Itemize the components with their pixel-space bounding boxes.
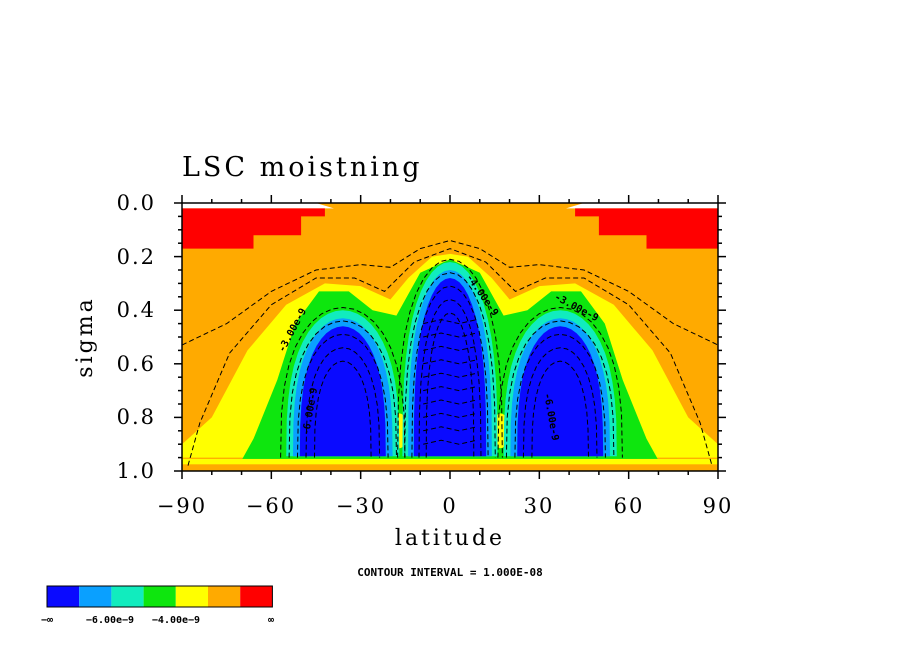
contour-line xyxy=(280,306,406,458)
y-tick-label: 0.0 xyxy=(117,191,156,215)
contour-line xyxy=(423,345,477,351)
colorbar-label: ∞ xyxy=(268,615,274,626)
contour-line xyxy=(423,439,477,445)
x-tick-label: 0 xyxy=(442,494,457,518)
contour-line xyxy=(423,399,477,405)
colorbar-frame xyxy=(46,585,273,608)
colorbar-label: −4.00e−9 xyxy=(152,615,200,626)
colorbar-swatch xyxy=(240,586,273,607)
contour-line xyxy=(514,333,606,458)
x-tick-label: 90 xyxy=(703,494,734,518)
contour-line xyxy=(187,248,713,466)
contour-line xyxy=(531,360,589,458)
red-region xyxy=(575,208,718,249)
y-tick-label: 0.2 xyxy=(117,245,156,269)
contour-line xyxy=(404,272,496,458)
contour-line xyxy=(411,285,489,458)
contour-line xyxy=(305,347,381,458)
y-axis-label: sigma xyxy=(73,296,98,377)
contour-line xyxy=(522,347,598,458)
chart-title: LSC moistning xyxy=(182,152,423,183)
white-notch xyxy=(566,203,718,209)
x-tick-label: 60 xyxy=(614,494,645,518)
contour-line xyxy=(425,312,475,458)
x-tick-label: −90 xyxy=(157,494,207,518)
y-tick-label: 0.6 xyxy=(117,352,156,376)
axis-ticks xyxy=(174,195,726,479)
contour-line xyxy=(182,239,718,346)
x-tick-label: 30 xyxy=(524,494,555,518)
colorbar-label: −6.00e−9 xyxy=(86,615,134,626)
surface-band xyxy=(182,464,718,471)
white-notch xyxy=(182,203,334,209)
colorbar-swatch xyxy=(79,586,112,607)
colorbar-swatch xyxy=(47,586,80,607)
contour-interval-note: CONTOUR INTERVAL = 1.000E-08 xyxy=(357,566,542,579)
x-tick-label: −60 xyxy=(246,494,296,518)
contour-line xyxy=(423,359,477,365)
y-tick-label: 0.4 xyxy=(117,298,156,322)
contour-line xyxy=(423,319,477,325)
contour-line xyxy=(297,333,389,458)
plot-area: -3.00e-9 -3.00e-9-4.00e-9-6.00e-9 -6.00e-9 xyxy=(182,203,718,471)
red-region xyxy=(182,208,325,249)
contour-line xyxy=(423,412,477,418)
y-tick-label: 1.0 xyxy=(117,459,156,483)
x-tick-label: −30 xyxy=(336,494,386,518)
colorbar-swatch xyxy=(208,586,241,607)
contour-line xyxy=(505,320,615,458)
contour-line xyxy=(423,386,477,392)
contour-line xyxy=(314,360,372,458)
colorbar-swatch xyxy=(111,586,144,607)
contour-line xyxy=(497,306,623,458)
colorbar-label: −∞ xyxy=(41,615,53,626)
contour-line xyxy=(423,372,477,378)
contour-line xyxy=(423,426,477,432)
contour-line xyxy=(288,320,397,458)
colorbar xyxy=(46,585,273,608)
contour-line xyxy=(397,258,503,458)
contour-line xyxy=(418,298,482,458)
x-axis-label: latitude xyxy=(395,526,505,551)
contour-line xyxy=(423,332,477,338)
colorbar-swatch xyxy=(175,586,208,607)
core-region xyxy=(299,326,386,457)
colorbar-swatch xyxy=(143,586,176,607)
y-tick-label: 0.8 xyxy=(117,405,156,429)
core-region xyxy=(517,326,604,457)
